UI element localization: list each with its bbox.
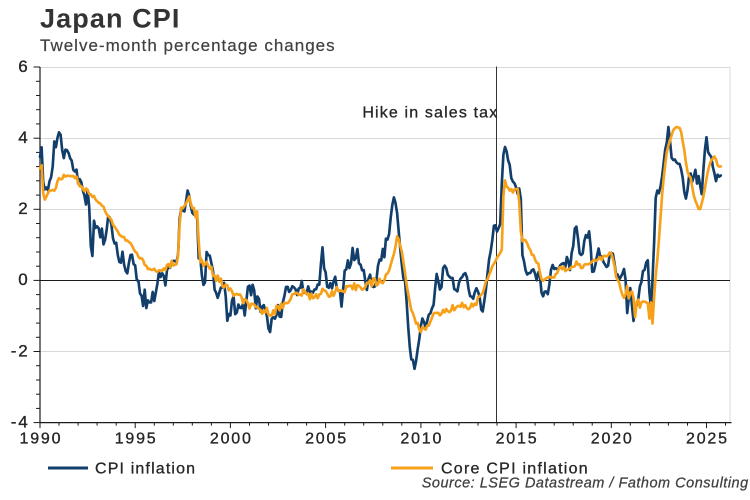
svg-text:Core CPI inflation: Core CPI inflation: [441, 461, 589, 478]
svg-text:-4: -4: [11, 412, 30, 431]
svg-text:1995: 1995: [115, 431, 158, 448]
svg-text:2: 2: [18, 199, 29, 218]
svg-text:Japan CPI: Japan CPI: [40, 4, 180, 34]
svg-text:-2: -2: [11, 341, 30, 360]
svg-text:2020: 2020: [591, 431, 634, 448]
svg-text:2005: 2005: [305, 431, 348, 448]
svg-text:Hike in sales tax: Hike in sales tax: [362, 105, 498, 122]
svg-text:CPI inflation: CPI inflation: [95, 461, 196, 478]
svg-text:4: 4: [18, 128, 29, 147]
svg-text:0: 0: [18, 270, 29, 289]
svg-text:2015: 2015: [496, 431, 539, 448]
svg-text:2025: 2025: [686, 431, 729, 448]
svg-text:2000: 2000: [210, 431, 253, 448]
svg-text:2010: 2010: [400, 431, 443, 448]
svg-text:1990: 1990: [20, 431, 63, 448]
svg-text:Source: LSEG Datastream / Fath: Source: LSEG Datastream / Fathom Consult…: [422, 476, 749, 492]
svg-text:Twelve-month percentage change: Twelve-month percentage changes: [40, 36, 336, 55]
svg-text:6: 6: [18, 57, 29, 76]
